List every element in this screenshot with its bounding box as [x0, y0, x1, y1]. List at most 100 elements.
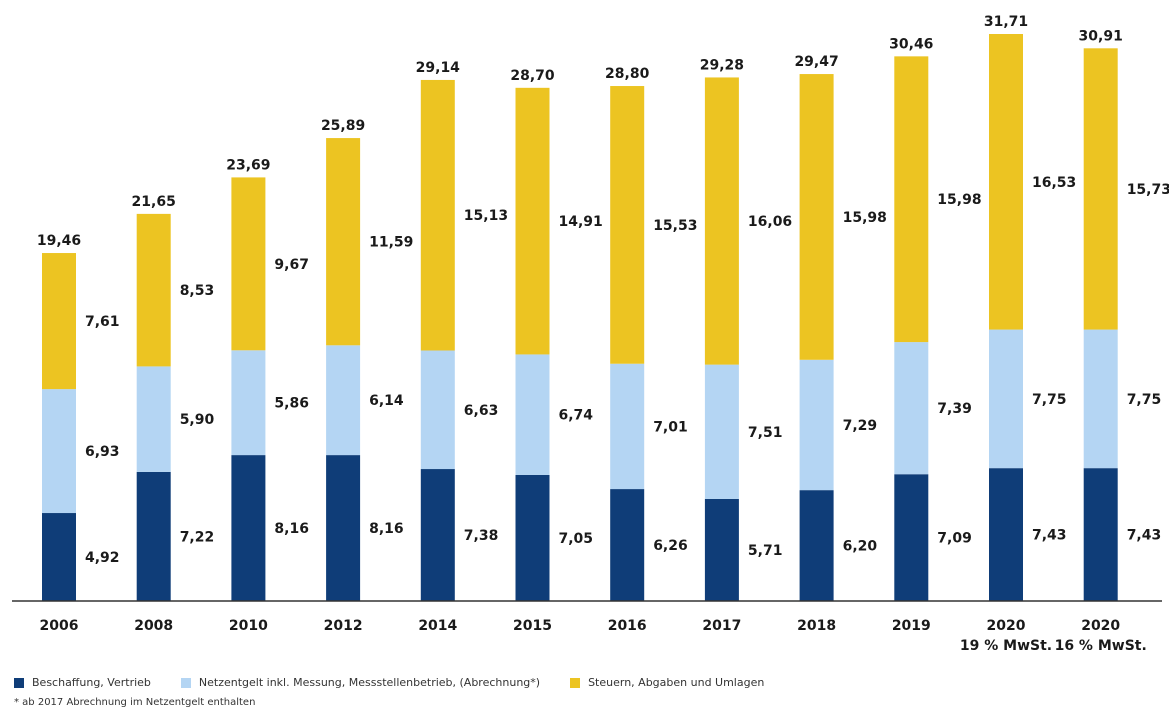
segment-label-s1-c1: 5,90: [180, 412, 215, 428]
legend-item-netzentgelt: Netzentgelt inkl. Messung, Messstellenbe…: [180, 676, 541, 689]
bar-segment-s1-c9: [894, 342, 929, 475]
bar-segment-s1-c7: [704, 364, 739, 499]
segment-label-s1-c8: 7,29: [843, 418, 878, 434]
segment-label-s0-c10: 7,43: [1032, 528, 1067, 544]
x-tick-label-2: 2010: [229, 618, 268, 634]
bar-segment-s0-c8: [799, 490, 834, 601]
total-label-c2: 23,69: [226, 157, 270, 173]
segment-label-s2-c0: 7,61: [85, 314, 120, 330]
bar-segment-s2-c6: [610, 86, 645, 364]
bar-segment-s0-c7: [704, 498, 739, 601]
legend-swatch-steuern: [570, 677, 581, 688]
x-tick-label-9: 2019: [892, 618, 931, 634]
bar-segment-s2-c10: [989, 34, 1023, 330]
total-label-c7: 29,28: [700, 57, 744, 73]
segment-label-s0-c9: 7,09: [937, 531, 972, 547]
segment-label-s0-c4: 7,38: [464, 528, 499, 544]
bar-segment-s2-c3: [326, 138, 361, 346]
total-label-c6: 28,80: [605, 66, 650, 82]
bar-segment-s0-c1: [136, 471, 171, 601]
segment-label-s2-c1: 8,53: [180, 283, 215, 299]
total-label-c0: 19,46: [37, 233, 81, 249]
segment-label-s0-c6: 6,26: [653, 538, 688, 554]
bar-segment-s0-c6: [610, 489, 645, 601]
legend-label-beschaffung: Beschaffung, Vertrieb: [32, 676, 151, 689]
x-tick-label-11: 2020: [1081, 618, 1120, 634]
bar-segment-s0-c2: [231, 455, 266, 601]
legend-item-steuern: Steuern, Abgaben und Umlagen: [570, 676, 764, 689]
segment-label-s0-c2: 8,16: [274, 521, 309, 537]
total-label-c3: 25,89: [321, 118, 365, 134]
segment-label-s0-c1: 7,22: [180, 529, 215, 545]
total-label-c5: 28,70: [510, 68, 555, 84]
bar-segment-s1-c0: [42, 389, 76, 514]
segment-label-s1-c6: 7,01: [653, 419, 688, 435]
legend-swatch-beschaffung: [14, 677, 24, 688]
total-label-c4: 29,14: [416, 60, 461, 76]
bar-segment-s1-c2: [231, 350, 266, 456]
x-tick-sublabel-11: 16 % MwSt.: [1055, 638, 1147, 654]
segment-label-s1-c9: 7,39: [937, 401, 972, 417]
x-tick-label-7: 2017: [702, 618, 741, 634]
bar-segment-s0-c10: [989, 468, 1023, 601]
bar-segment-s2-c1: [136, 213, 171, 367]
bar-segment-s2-c0: [42, 253, 76, 390]
legend-item-beschaffung: Beschaffung, Vertrieb: [14, 676, 151, 689]
segment-label-s1-c2: 5,86: [274, 396, 309, 412]
x-tick-sublabel-10: 19 % MwSt.: [960, 638, 1052, 654]
segment-label-s2-c6: 15,53: [653, 218, 697, 234]
segment-label-s0-c3: 8,16: [369, 521, 404, 537]
bar-segment-s0-c3: [326, 455, 361, 601]
x-tick-label-4: 2014: [418, 618, 457, 634]
bar-segment-s0-c0: [42, 513, 76, 601]
segment-label-s0-c11: 7,43: [1127, 528, 1162, 544]
segment-label-s1-c11: 7,75: [1127, 392, 1162, 408]
total-label-c8: 29,47: [794, 54, 838, 70]
bar-segment-s1-c10: [989, 329, 1023, 469]
x-tick-label-3: 2012: [324, 618, 363, 634]
x-tick-label-0: 2006: [40, 618, 79, 634]
legend: Beschaffung, Vertrieb Netzentgelt inkl. …: [14, 676, 794, 689]
bar-segment-s0-c5: [515, 474, 550, 601]
segment-label-s2-c3: 11,59: [369, 235, 413, 251]
legend-label-netzentgelt: Netzentgelt inkl. Messung, Messstellenbe…: [198, 676, 541, 689]
segment-label-s0-c0: 4,92: [85, 550, 120, 566]
bar-segment-s1-c4: [420, 350, 455, 470]
segment-label-s2-c5: 14,91: [559, 214, 603, 230]
x-tick-label-6: 2016: [608, 618, 647, 634]
segment-label-s1-c10: 7,75: [1032, 392, 1067, 408]
bar-segment-s2-c5: [515, 87, 550, 355]
x-tick-label-1: 2008: [134, 618, 173, 634]
bar-segment-s1-c5: [515, 354, 550, 475]
x-tick-label-10: 2020: [987, 618, 1026, 634]
bar-segment-s1-c6: [610, 363, 645, 490]
bar-segment-s2-c2: [231, 177, 266, 351]
segment-label-s1-c3: 6,14: [369, 393, 404, 409]
segment-label-s0-c5: 7,05: [559, 531, 594, 547]
segment-label-s2-c8: 15,98: [843, 210, 887, 226]
total-label-c11: 30,91: [1079, 28, 1123, 44]
segment-label-s0-c8: 6,20: [843, 539, 878, 555]
segment-label-s2-c7: 16,06: [748, 214, 792, 230]
footnote: * ab 2017 Abrechnung im Netzentgelt enth…: [14, 697, 256, 708]
x-tick-label-5: 2015: [513, 618, 552, 634]
bar-segment-s1-c8: [799, 359, 834, 491]
total-label-c10: 31,71: [984, 14, 1028, 30]
bar-segment-s1-c3: [326, 345, 361, 456]
segment-label-s2-c4: 15,13: [464, 208, 508, 224]
bar-segment-s1-c1: [136, 366, 171, 472]
legend-label-steuern: Steuern, Abgaben und Umlagen: [588, 676, 765, 689]
x-tick-label-8: 2018: [797, 618, 836, 634]
segment-label-s1-c0: 6,93: [85, 444, 120, 460]
stacked-bar-chart: 4,92 6,93 7,61 19,46 2006 7,22 5,90 8,53 21,65 20…: [12, 14, 1169, 654]
bar-segment-s2-c8: [799, 74, 834, 360]
segment-label-s2-c10: 16,53: [1032, 175, 1076, 191]
bar-segment-s2-c4: [420, 79, 455, 351]
bar-segment-s0-c11: [1083, 468, 1118, 601]
bar-segment-s0-c4: [420, 469, 455, 601]
legend-swatch-netzentgelt: [180, 677, 191, 688]
segment-label-s1-c7: 7,51: [748, 425, 783, 441]
segment-label-s1-c4: 6,63: [464, 403, 499, 419]
total-label-c9: 30,46: [889, 36, 933, 52]
total-label-c1: 21,65: [132, 194, 176, 210]
